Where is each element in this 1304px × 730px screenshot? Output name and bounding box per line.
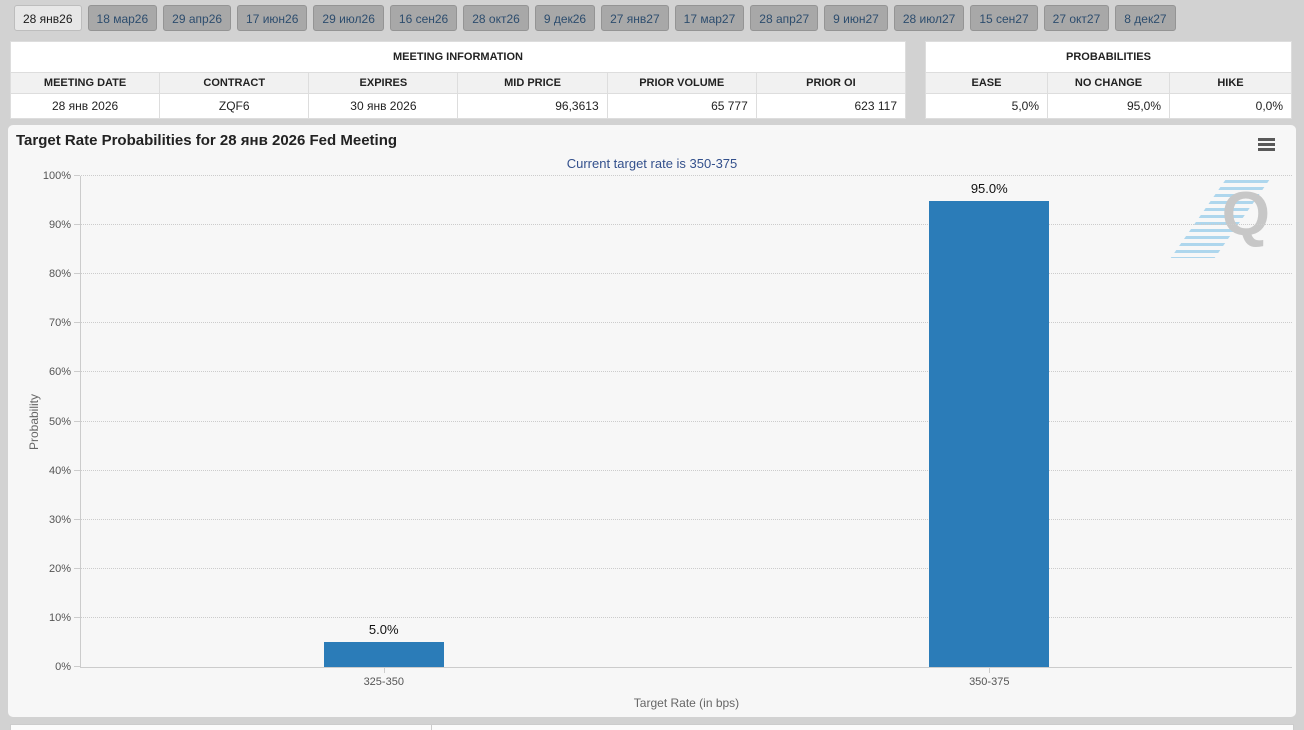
y-axis-tick-label: 90%	[48, 219, 71, 232]
column-header: PRIOR VOLUME	[606, 72, 757, 94]
table-cell: 5,0%	[925, 93, 1048, 119]
meeting-tab-28-апр27[interactable]: 28 апр27	[750, 5, 819, 31]
y-axis-tick	[74, 518, 80, 520]
x-axis-category-label: 325-350	[363, 676, 404, 688]
meeting-information-data-row: 28 янв 2026 ZQF6 30 янв 2026 96,3613 65 777 6…	[9, 93, 907, 119]
chart-panel: Target Rate Probabilities for 28 янв 202…	[8, 125, 1296, 717]
meeting-tab-28-июл27[interactable]: 28 июл27	[893, 5, 965, 31]
table-cell: 96,3613	[457, 93, 608, 119]
meeting-tab-27-окт27[interactable]: 27 окт27	[1043, 5, 1110, 31]
table-cell: 30 янв 2026	[308, 93, 459, 119]
meeting-tab-16-сен26[interactable]: 16 сен26	[389, 5, 458, 31]
gridline	[81, 420, 1292, 422]
gridline	[81, 616, 1292, 618]
bar-325-350[interactable]	[323, 642, 444, 667]
y-axis-tick	[74, 420, 80, 422]
y-axis-tick-label: 80%	[48, 268, 71, 281]
x-axis-tick	[383, 667, 385, 673]
column-header: PRIOR OI	[755, 72, 907, 94]
probabilities-title: PROBABILITIES	[925, 41, 1292, 73]
meeting-tab-29-июл26[interactable]: 29 июл26	[313, 5, 384, 31]
y-axis-tick-label: 30%	[48, 513, 71, 526]
column-header: EASE	[925, 72, 1048, 94]
column-header: HIKE	[1169, 72, 1292, 94]
gridline	[81, 273, 1292, 275]
table-cell: 28 янв 2026	[9, 93, 161, 119]
meeting-tab-28-окт26[interactable]: 28 окт26	[463, 5, 529, 31]
y-axis-tick	[74, 322, 80, 324]
y-axis-tick	[74, 224, 80, 226]
probabilities-data-row: 5,0% 95,0% 0,0%	[925, 93, 1292, 119]
table-cell: 623 117	[755, 93, 907, 119]
gridline	[81, 175, 1292, 176]
meeting-tab-9-дек26[interactable]: 9 дек26	[534, 5, 596, 31]
bar-value-label: 5.0%	[368, 622, 399, 638]
chart-title: Target Rate Probabilities for 28 янв 202…	[16, 132, 398, 149]
meeting-tab-27-янв27[interactable]: 27 янв27	[601, 5, 669, 31]
y-axis-tick	[74, 273, 80, 275]
gridline	[81, 567, 1292, 569]
y-axis-tick-label: 70%	[48, 317, 71, 330]
meeting-tab-29-апр26[interactable]: 29 апр26	[163, 5, 232, 31]
y-axis-tick	[74, 616, 80, 618]
x-axis-title: Target Rate (in bps)	[633, 696, 740, 710]
y-axis-tick-label: 40%	[48, 464, 71, 477]
y-axis-tick-label: 20%	[48, 562, 71, 575]
column-header: CONTRACT	[159, 72, 310, 94]
y-axis-tick-label: 0%	[55, 661, 71, 673]
y-axis-tick	[74, 567, 80, 569]
x-axis-tick	[989, 667, 991, 673]
y-axis-tick	[74, 469, 80, 471]
gridline	[81, 224, 1292, 226]
chart-subtitle: Current target rate is 350-375	[566, 156, 738, 171]
table-cell: ZQF6	[159, 93, 310, 119]
x-axis-category-label: 350-375	[969, 676, 1010, 688]
meeting-tab-17-мар27[interactable]: 17 мар27	[674, 5, 745, 31]
next-section-preview	[10, 724, 1294, 730]
hamburger-menu-icon[interactable]	[1256, 134, 1278, 154]
y-axis-tick	[74, 371, 80, 373]
meeting-information-title: MEETING INFORMATION	[10, 41, 906, 73]
gridline	[81, 469, 1292, 471]
y-axis-tick-label: 100%	[42, 170, 71, 182]
plot-area: Probability Q Target Rate (in bps) 0% 10%…	[27, 170, 1292, 710]
column-header: MID PRICE	[457, 72, 608, 94]
column-header: NO CHANGE	[1047, 72, 1170, 94]
meeting-tab-18-мар26[interactable]: 18 мар26	[87, 5, 158, 31]
gridline	[81, 371, 1292, 373]
y-axis-tick-label: 10%	[48, 611, 71, 624]
y-axis-tick	[74, 666, 80, 667]
meeting-tab-8-дек27[interactable]: 8 дек27	[1115, 5, 1176, 31]
y-axis-tick-label: 60%	[48, 366, 71, 379]
bar-350-375[interactable]	[929, 200, 1050, 667]
meeting-information-table: MEETING INFORMATION MEETING DATE CONTRACT…	[9, 41, 907, 119]
q-logo-icon: Q	[1221, 180, 1270, 249]
column-header: EXPIRES	[308, 72, 459, 94]
tab-bar: 28 янв26 18 мар26 29 апр26 17 июн26 29 июл26…	[0, 0, 1304, 31]
probabilities-table: PROBABILITIES EASE NO CHANGE HIKE 5,0% 95,0…	[925, 41, 1292, 119]
probabilities-header-row: EASE NO CHANGE HIKE	[925, 72, 1292, 94]
y-axis-tick	[74, 175, 80, 176]
quikstrike-logo-watermark: Q	[1170, 180, 1270, 258]
next-section-divider	[431, 725, 432, 730]
meeting-tab-17-июн26[interactable]: 17 июн26	[237, 5, 308, 31]
table-cell: 0,0%	[1169, 93, 1292, 119]
meeting-tab-15-сен27[interactable]: 15 сен27	[970, 5, 1038, 31]
table-cell: 95,0%	[1047, 93, 1170, 119]
bar-value-label: 95.0%	[970, 180, 1008, 196]
tables-row: MEETING INFORMATION MEETING DATE CONTRACT…	[9, 41, 1292, 119]
y-axis-tick-label: 50%	[48, 415, 71, 428]
column-header: MEETING DATE	[9, 72, 161, 94]
meeting-tab-28-янв26[interactable]: 28 янв26	[14, 5, 82, 31]
table-cell: 65 777	[606, 93, 757, 119]
gridline	[81, 518, 1292, 520]
meeting-tab-9-июн27[interactable]: 9 июн27	[824, 5, 888, 31]
gridline	[81, 322, 1292, 324]
meeting-information-header-row: MEETING DATE CONTRACT EXPIRES MID PRICE PRIO…	[9, 72, 907, 94]
